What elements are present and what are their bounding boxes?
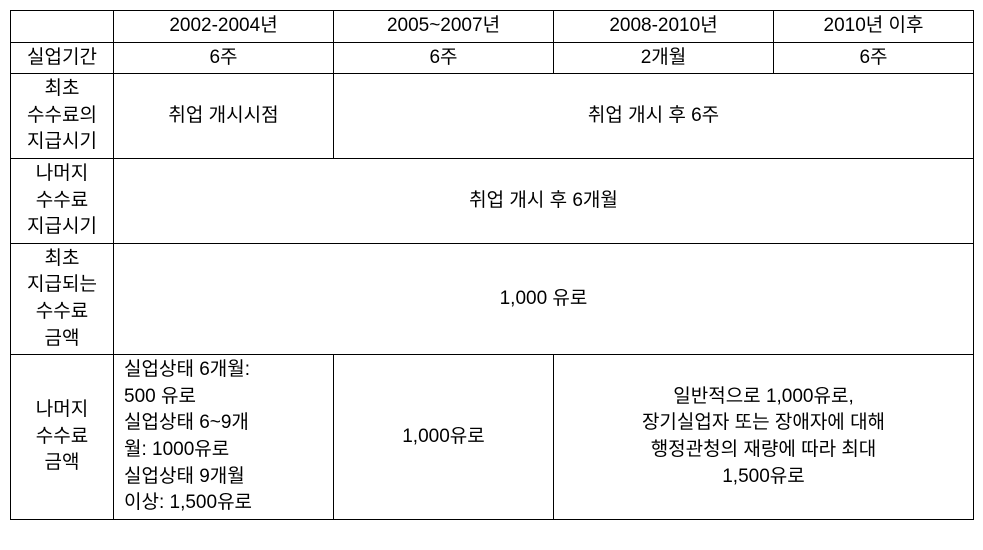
- header-blank: [11, 11, 114, 43]
- header-col1: 2002-2004년: [114, 11, 334, 43]
- header-col3: 2008-2010년: [554, 11, 774, 43]
- row-unemployment-period: 실업기간 6주 6주 2개월 6주: [11, 42, 974, 74]
- header-row: 2002-2004년 2005~2007년 2008-2010년 2010년 이…: [11, 11, 974, 43]
- cell-r2c1: 취업 개시시점: [114, 74, 334, 159]
- header-col2: 2005~2007년: [334, 11, 554, 43]
- cell-r3c1234: 취업 개시 후 6개월: [114, 158, 974, 243]
- cell-r5c1: 실업상태 6개월: 500 유로 실업상태 6~9개 월: 1000유로 실업상…: [114, 355, 334, 520]
- cell-r1c3: 2개월: [554, 42, 774, 74]
- row-initial-fee-amount: 최초 지급되는 수수료 금액 1,000 유로: [11, 243, 974, 354]
- cell-r4c1234: 1,000 유로: [114, 243, 974, 354]
- header-col4: 2010년 이후: [774, 11, 974, 43]
- row-initial-fee-timing: 최초 수수료의 지급시기 취업 개시시점 취업 개시 후 6주: [11, 74, 974, 159]
- label-unemployment-period: 실업기간: [11, 42, 114, 74]
- cell-r1c2: 6주: [334, 42, 554, 74]
- label-initial-fee-amount: 최초 지급되는 수수료 금액: [11, 243, 114, 354]
- cell-r2c234: 취업 개시 후 6주: [334, 74, 974, 159]
- cell-r1c4: 6주: [774, 42, 974, 74]
- cell-r5c2: 1,000유로: [334, 355, 554, 520]
- label-remaining-fee-timing: 나머지 수수료 지급시기: [11, 158, 114, 243]
- cell-r1c1: 6주: [114, 42, 334, 74]
- row-remaining-fee-timing: 나머지 수수료 지급시기 취업 개시 후 6개월: [11, 158, 974, 243]
- cell-r5c34: 일반적으로 1,000유로, 장기실업자 또는 장애자에 대해 행정관청의 재량…: [554, 355, 974, 520]
- fee-table: 2002-2004년 2005~2007년 2008-2010년 2010년 이…: [10, 10, 974, 520]
- label-initial-fee-timing: 최초 수수료의 지급시기: [11, 74, 114, 159]
- label-remaining-fee-amount: 나머지 수수료 금액: [11, 355, 114, 520]
- row-remaining-fee-amount: 나머지 수수료 금액 실업상태 6개월: 500 유로 실업상태 6~9개 월:…: [11, 355, 974, 520]
